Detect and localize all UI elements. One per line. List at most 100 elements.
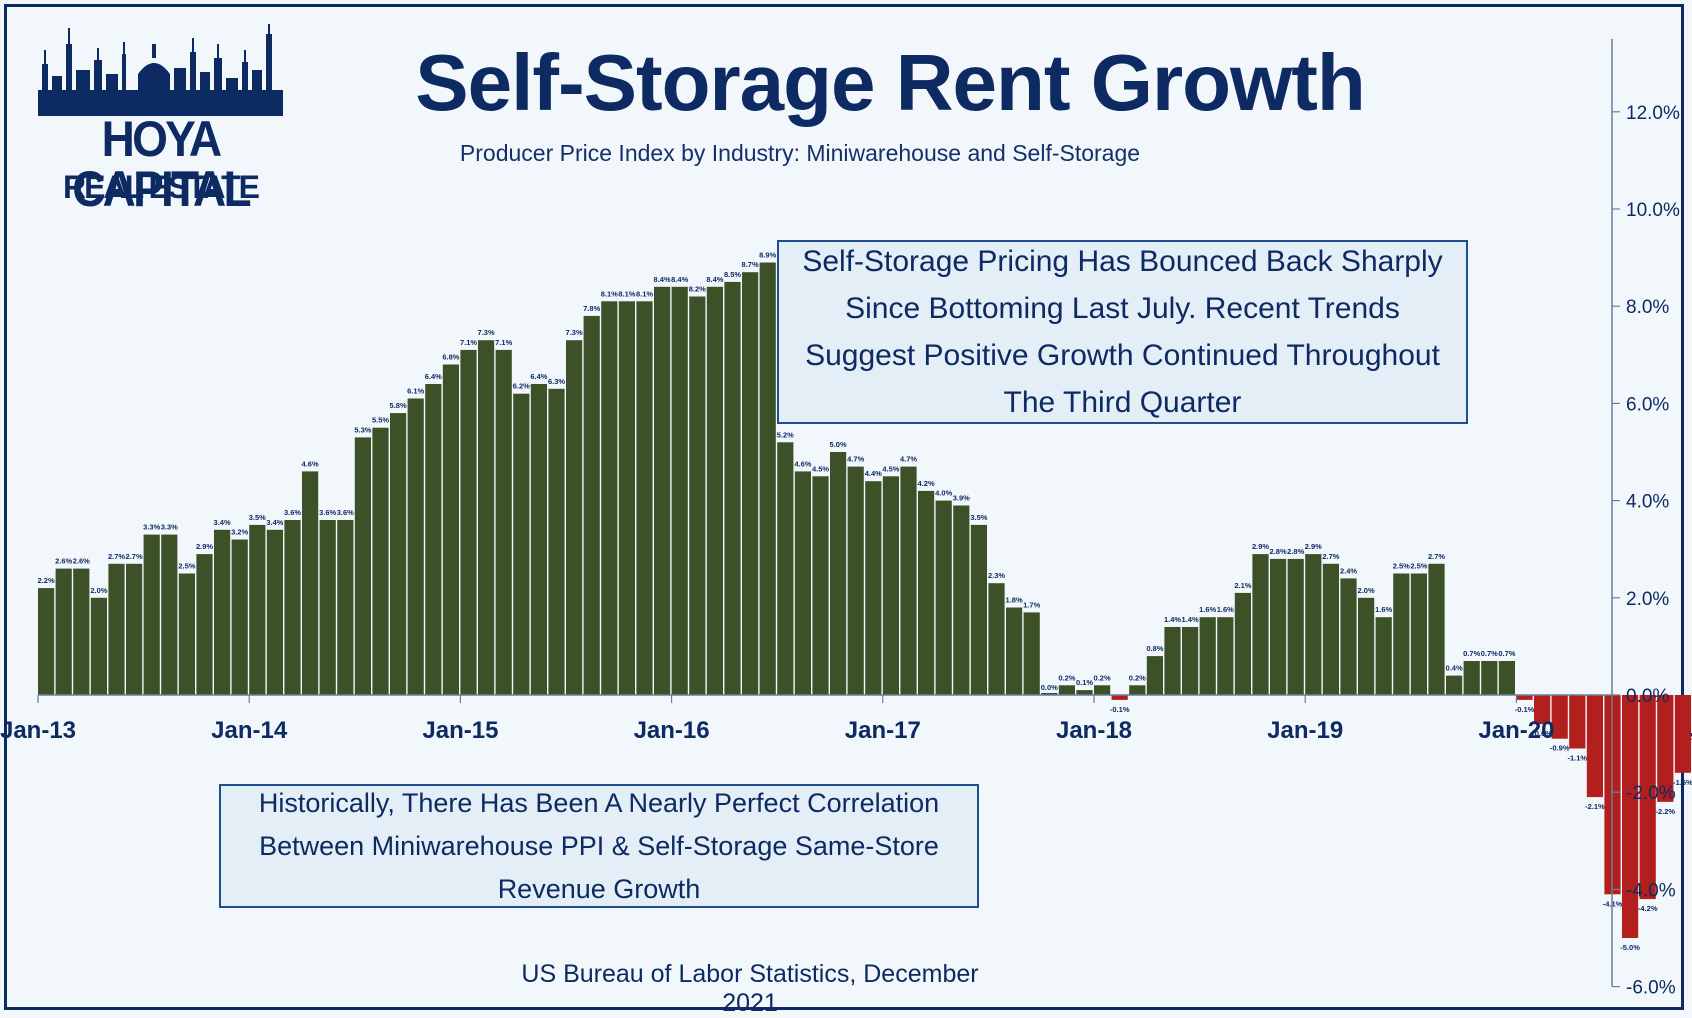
bar: [1534, 695, 1551, 725]
data-label: 8.1%: [601, 289, 618, 298]
bar: [794, 471, 811, 695]
bar: [724, 281, 741, 695]
data-label: 7.3%: [478, 328, 495, 337]
data-label: 3.6%: [337, 508, 354, 517]
data-label: 3.5%: [970, 513, 987, 522]
bar: [249, 524, 266, 695]
bar: [671, 286, 688, 695]
bar: [1340, 578, 1357, 695]
bar: [689, 296, 706, 695]
data-label: 0.7%: [1498, 649, 1515, 658]
bar: [38, 588, 55, 695]
data-label: 3.6%: [284, 508, 301, 517]
data-label: 0.2%: [1094, 673, 1111, 682]
data-label: 6.8%: [442, 353, 459, 362]
data-label: 8.9%: [759, 251, 776, 260]
bar: [742, 272, 759, 695]
data-label: 2.6%: [55, 557, 72, 566]
bar: [548, 388, 565, 695]
data-label: 3.4%: [214, 518, 231, 527]
bar: [970, 524, 987, 695]
logo-wordmark: HOYA CAPITAL: [72, 111, 251, 217]
bar: [654, 286, 671, 695]
data-label: 4.7%: [900, 455, 917, 464]
bar: [337, 520, 354, 695]
data-label: -0.1%: [1515, 705, 1535, 714]
data-label: 2.7%: [1322, 552, 1339, 561]
bar: [460, 349, 477, 695]
x-tick-label: Jan-15: [422, 717, 498, 744]
data-label: -2.1%: [1585, 802, 1605, 811]
x-tick-label: Jan-16: [634, 717, 710, 744]
y-tick-label: 6.0%: [1626, 394, 1669, 415]
bar: [847, 466, 864, 695]
bar: [1041, 693, 1058, 695]
data-label: 0.1%: [1076, 678, 1093, 687]
data-label: 1.6%: [1217, 605, 1234, 614]
data-label: -1.1%: [1568, 754, 1588, 763]
y-tick-label: 2.0%: [1626, 589, 1669, 610]
bar: [1498, 661, 1515, 695]
data-label: 4.7%: [847, 455, 864, 464]
y-tick-label: 10.0%: [1626, 200, 1680, 221]
x-tick-label: Jan-19: [1267, 717, 1343, 744]
data-label: 6.3%: [548, 377, 565, 386]
data-label: 0.7%: [1481, 649, 1498, 658]
data-label: 5.5%: [372, 416, 389, 425]
x-tick-label: Jan-20: [1478, 717, 1554, 744]
data-label: 8.4%: [671, 275, 688, 284]
data-label: 2.7%: [1428, 552, 1445, 561]
chart-subtitle: Producer Price Index by Industry: Miniwa…: [459, 140, 1141, 166]
bar: [935, 500, 952, 695]
data-label: 2.9%: [1305, 542, 1322, 551]
data-label: -0.1%: [1110, 705, 1130, 714]
bar: [1674, 695, 1691, 773]
bar: [1129, 685, 1146, 695]
data-label: 8.2%: [689, 285, 706, 294]
data-label: 4.0%: [935, 489, 952, 498]
data-label: 3.3%: [143, 523, 160, 532]
bar: [161, 534, 178, 695]
data-label: 8.1%: [636, 289, 653, 298]
bar: [865, 481, 882, 695]
data-label: 4.6%: [302, 459, 319, 468]
bar: [55, 568, 72, 695]
data-label: 2.5%: [1410, 562, 1427, 571]
callout-top: Self-Storage Pricing Has Bounced Back Sh…: [777, 240, 1468, 424]
data-label: 2.7%: [108, 552, 125, 561]
y-tick-label: 8.0%: [1626, 297, 1669, 318]
bar: [918, 490, 935, 695]
bar: [90, 597, 107, 695]
logo-tagline: REAL ESTATE: [63, 169, 260, 205]
data-label: 3.6%: [319, 508, 336, 517]
bar: [1287, 558, 1304, 695]
bar: [900, 466, 917, 695]
bar: [1551, 695, 1568, 739]
data-label: 6.2%: [513, 382, 530, 391]
bar: [759, 262, 776, 695]
bar: [319, 520, 336, 695]
data-label: 3.2%: [231, 528, 248, 537]
data-label: -0.7%: [1691, 734, 1692, 743]
data-label: 1.4%: [1182, 615, 1199, 624]
data-label: 5.2%: [777, 430, 794, 439]
data-label: 3.3%: [161, 523, 178, 532]
data-label: 0.2%: [1058, 673, 1075, 682]
bar: [214, 529, 231, 695]
bar: [196, 554, 213, 695]
bar: [266, 529, 283, 695]
bar: [1622, 695, 1639, 938]
bar: [372, 427, 389, 695]
data-label: 1.6%: [1375, 605, 1392, 614]
bar: [1446, 675, 1463, 695]
data-label: 1.6%: [1199, 605, 1216, 614]
bar: [1217, 617, 1234, 695]
bar: [1076, 690, 1093, 695]
bar: [1569, 695, 1586, 749]
bar: [407, 398, 424, 695]
source-note: US Bureau of Labor Statistics, December …: [521, 960, 979, 1017]
data-label: 5.3%: [354, 425, 371, 434]
x-tick-label: Jan-18: [1056, 717, 1132, 744]
data-label: 7.3%: [566, 328, 583, 337]
bar: [636, 301, 653, 695]
